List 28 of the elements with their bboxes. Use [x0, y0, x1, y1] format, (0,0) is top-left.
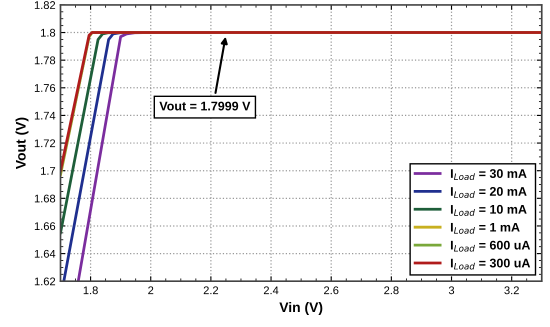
x-tick-label: 2 [148, 286, 154, 294]
y-tick-label: 1.78 [34, 56, 56, 64]
x-tick-label: 2.2 [204, 286, 218, 294]
y-tick-label: 1.66 [34, 222, 56, 230]
x-tick-label: 2.8 [384, 286, 399, 294]
y-tick-label: 1.82 [34, 1, 56, 10]
y-axis-title: Vout (V) [16, 118, 28, 170]
x-tick-label: 1.8 [84, 286, 98, 294]
legend-label: I$_{Load}$ = 20 mA [450, 187, 527, 198]
x-tick-label: 2.6 [324, 286, 338, 294]
x-tick-label: 2.4 [264, 286, 278, 294]
legend-label: I$_{Load}$ = 300 uA [450, 258, 530, 270]
legend-label: I$_{Load}$ = 10 mA [450, 204, 527, 216]
y-tick-label: 1.8 [41, 28, 56, 37]
annotation: Vout = 1.7999 V [159, 102, 250, 110]
x-tick-label: 3 [448, 286, 454, 294]
y-tick-label: 1.76 [34, 84, 56, 92]
y-tick-label: 1.64 [34, 250, 56, 258]
y-tick-label: 1.7 [41, 167, 56, 175]
x-tick-label: 3.2 [504, 286, 519, 294]
y-tick-label: 1.68 [34, 194, 56, 202]
y-tick-label: 1.74 [34, 112, 56, 120]
legend-label: I$_{Load}$ = 600 uA [450, 240, 530, 252]
y-tick-label: 1.72 [34, 139, 56, 148]
y-tick-label: 1.62 [34, 277, 56, 286]
legend-label: I$_{Load}$ = 30 mA [450, 169, 527, 180]
x-axis-title: Vin (V) [279, 302, 322, 315]
legend-label: I$_{Load}$ = 1 mA [450, 222, 520, 234]
